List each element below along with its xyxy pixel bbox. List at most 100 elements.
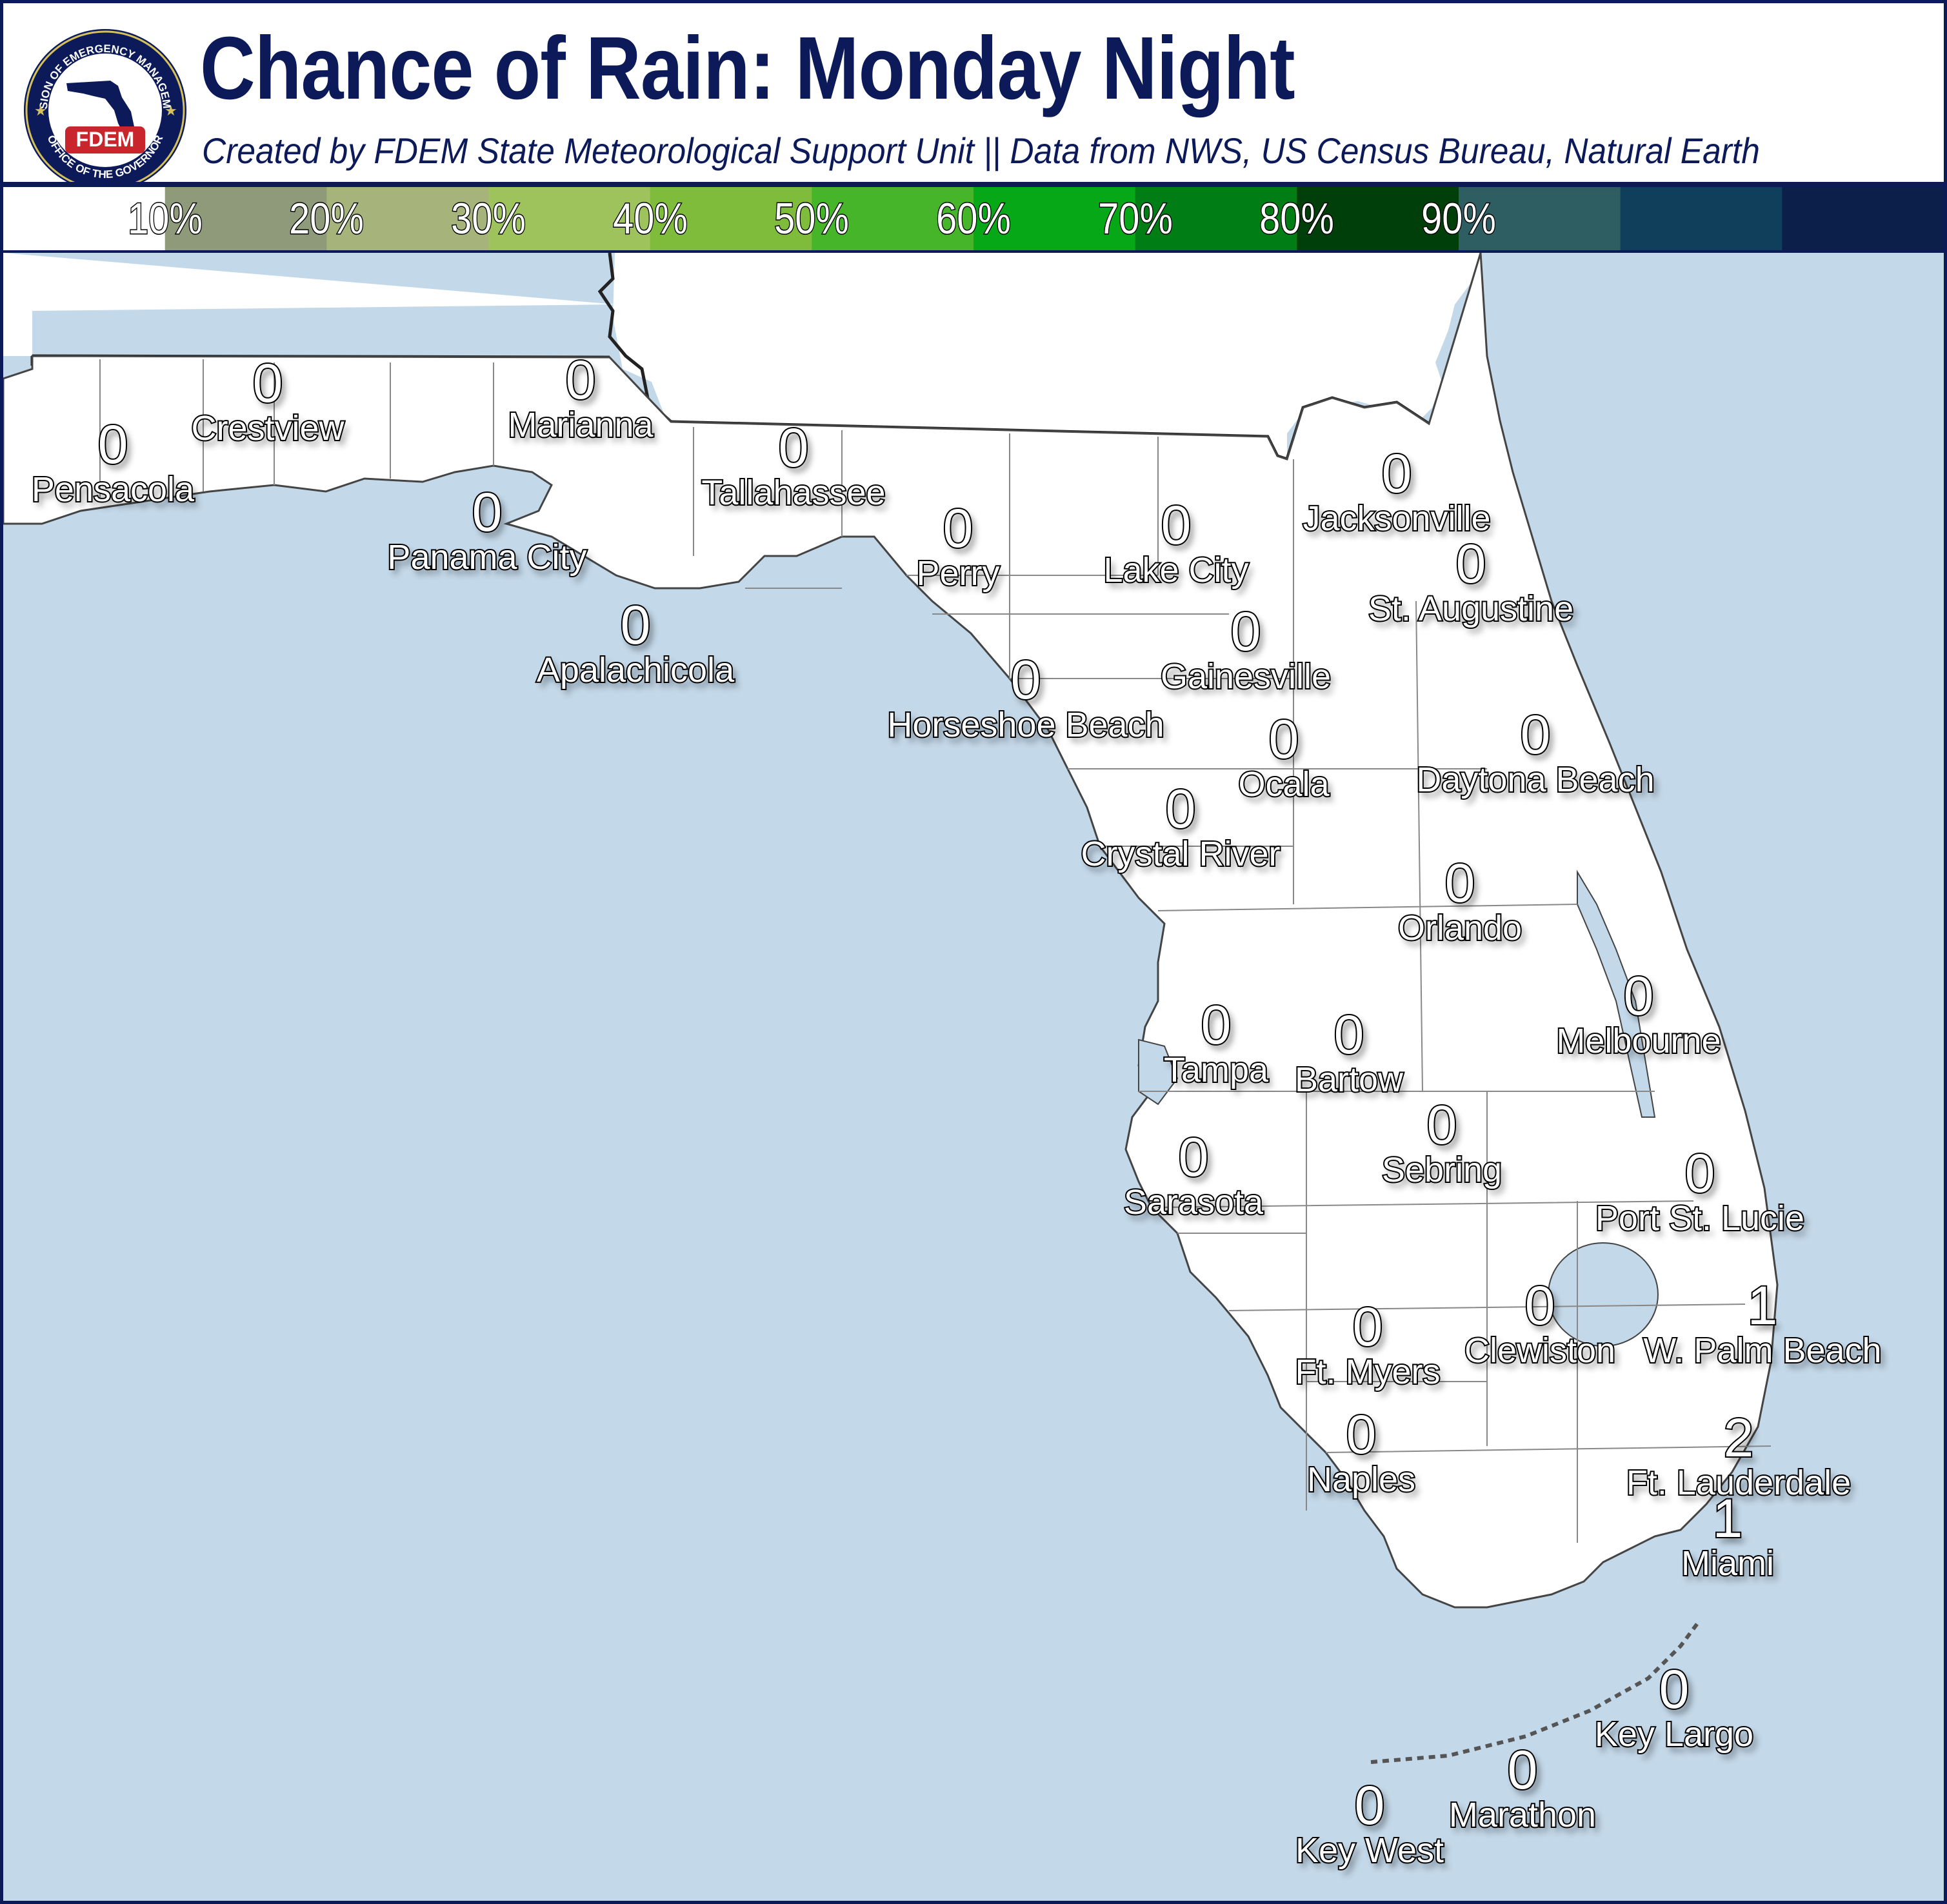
city-name: Jacksonville xyxy=(1301,499,1492,538)
rain-chance-value: 0 xyxy=(1381,443,1413,504)
rain-chance-value: 2 xyxy=(1722,1407,1755,1468)
city-name: Sebring xyxy=(1381,1151,1503,1189)
rain-chance-value: 0 xyxy=(1444,853,1477,913)
keys-chain xyxy=(1370,1619,1702,1764)
logo-badge: FDEM xyxy=(76,128,135,151)
rain-chance-value: 0 xyxy=(1658,1659,1691,1720)
city-label: 0 Crestview xyxy=(190,353,345,448)
city-label: 0 Gainesville xyxy=(1159,601,1332,696)
city-name: Key West xyxy=(1294,1831,1445,1870)
rain-chance-value: 0 xyxy=(1352,1296,1384,1357)
legend-swatch xyxy=(650,187,813,250)
legend: 10% 20% 30% 40% 50% 60% 70% 80% 90% xyxy=(3,187,1944,253)
logo-florida-shape xyxy=(66,81,135,137)
city-label: 0 Tallahassee xyxy=(700,417,886,512)
legend-swatch xyxy=(1459,187,1621,250)
indian-river-lagoon xyxy=(1577,869,1656,1118)
rain-chance-value: 1 xyxy=(1746,1275,1779,1336)
city-label: 0 Marianna xyxy=(506,350,654,444)
lake-okeechobee xyxy=(1548,1242,1659,1347)
rain-chance-value: 1 xyxy=(1712,1488,1744,1549)
city-label: 1 Miami xyxy=(1680,1488,1775,1583)
city-label: 0 Crystal River xyxy=(1079,778,1281,873)
rain-chance-value: 0 xyxy=(1519,704,1552,765)
city-name: Crystal River xyxy=(1079,835,1281,873)
rain-chance-value: 0 xyxy=(252,353,285,413)
rain-chance-value: 0 xyxy=(1426,1095,1459,1155)
rain-chance-value: 0 xyxy=(942,498,975,559)
city-label: 0 Sarasota xyxy=(1123,1127,1264,1222)
city-name: Marianna xyxy=(506,406,654,444)
rain-chance-value: 0 xyxy=(1164,778,1197,839)
legend-swatch xyxy=(488,187,651,250)
rain-chance-value: 0 xyxy=(1177,1127,1210,1187)
city-name: Perry xyxy=(915,554,1001,593)
city-name: Melbourne xyxy=(1555,1022,1722,1060)
rain-chance-value: 0 xyxy=(777,417,810,478)
city-name: Horseshoe Beach xyxy=(886,706,1165,744)
rain-chance-value: 0 xyxy=(97,414,130,475)
header-divider xyxy=(3,182,1944,187)
legend-swatch xyxy=(326,187,489,250)
city-name: Tampa xyxy=(1163,1051,1270,1089)
city-label: 0 Apalachicola xyxy=(535,597,735,689)
map-canvas xyxy=(3,253,1779,1764)
rain-chance-value: 0 xyxy=(1200,995,1233,1055)
city-label: 0 Sebring xyxy=(1381,1095,1503,1189)
city-label: 0 Tampa xyxy=(1163,995,1270,1089)
legend-label: 30% xyxy=(450,193,526,244)
city-name: Key Largo xyxy=(1593,1715,1755,1754)
legend-label: 50% xyxy=(774,193,850,244)
city-name: Orlando xyxy=(1397,909,1523,947)
legend-label: 60% xyxy=(935,193,1012,244)
legend-swatch xyxy=(1297,187,1459,250)
city-name: Ft. Lauderdale xyxy=(1625,1463,1852,1502)
city-label: 0 Clewiston xyxy=(1463,1275,1617,1370)
legend-swatch xyxy=(1620,187,1783,250)
rain-chance-value: 0 xyxy=(1333,1004,1366,1065)
city-label: 2 Ft. Lauderdale xyxy=(1625,1407,1852,1502)
city-name: Crestview xyxy=(190,409,345,448)
rain-chance-value: 0 xyxy=(1230,601,1263,662)
rain-chance-value: 0 xyxy=(1010,650,1043,710)
city-label: 0 Marathon xyxy=(1448,1740,1597,1834)
city-name: Apalachicola xyxy=(535,651,735,689)
city-name: Daytona Beach xyxy=(1415,760,1655,799)
svg-text:★: ★ xyxy=(165,103,177,119)
city-name: Pensacola xyxy=(30,470,195,509)
legend-label: 20% xyxy=(288,193,364,244)
city-name: Clewiston xyxy=(1463,1331,1617,1370)
city-name: Gainesville xyxy=(1159,657,1332,696)
rain-chance-value: 0 xyxy=(1506,1740,1539,1800)
rain-chance-value: 0 xyxy=(564,350,597,410)
city-name: St. Augustine xyxy=(1367,590,1575,628)
city-label: 0 Key Largo xyxy=(1593,1659,1755,1754)
legend-swatch xyxy=(165,187,328,250)
rain-chance-value: 0 xyxy=(1268,709,1301,769)
rain-chance-value: 0 xyxy=(1524,1275,1557,1336)
rain-chance-value: 0 xyxy=(1622,966,1655,1026)
legend-swatch xyxy=(1782,187,1944,250)
city-label: 0 Panama City xyxy=(386,482,588,577)
county-lines xyxy=(99,359,1772,1543)
florida-land xyxy=(3,253,1779,1609)
city-name: Naples xyxy=(1306,1460,1417,1499)
city-label: 0 Key West xyxy=(1294,1777,1445,1870)
city-label: 1 W. Palm Beach xyxy=(1642,1275,1882,1370)
city-label: 0 St. Augustine xyxy=(1367,533,1575,628)
rain-chance-value: 0 xyxy=(1345,1404,1378,1465)
city-name: Bartow xyxy=(1293,1060,1404,1099)
city-name: Ft. Myers xyxy=(1294,1353,1442,1391)
rain-chance-value: 0 xyxy=(1455,533,1488,594)
city-name: Sarasota xyxy=(1123,1183,1264,1222)
city-label: 0 Jacksonville xyxy=(1301,443,1492,538)
svg-text:★: ★ xyxy=(34,103,47,119)
page-title: Chance of Rain: Monday Night xyxy=(200,19,1295,118)
city-name: Miami xyxy=(1680,1544,1775,1583)
rain-chance-value: 0 xyxy=(471,482,504,542)
legend-swatch xyxy=(3,187,166,250)
city-name: Panama City xyxy=(386,538,588,577)
city-name: W. Palm Beach xyxy=(1642,1331,1882,1370)
city-label: 0 Perry xyxy=(915,498,1001,593)
